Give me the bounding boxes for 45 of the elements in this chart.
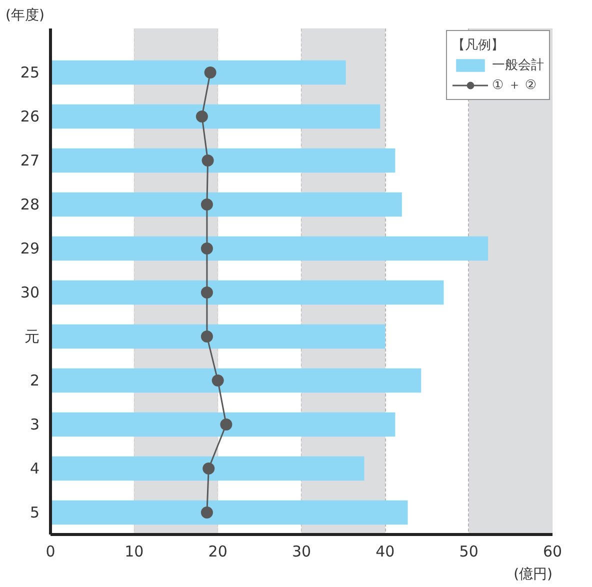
y-tick-label: 元: [24, 328, 40, 346]
point: [200, 198, 213, 210]
y-tick-label: 5: [30, 504, 40, 522]
bar: [50, 500, 408, 525]
y-tick-label: 26: [20, 108, 40, 126]
x-tick-label: 40: [376, 542, 395, 560]
point: [196, 110, 208, 122]
point: [204, 66, 216, 78]
bar: [50, 104, 380, 129]
y-tick-label: 30: [20, 284, 40, 302]
bar: [50, 280, 444, 305]
point: [212, 374, 224, 386]
point: [202, 462, 215, 474]
bar: [50, 192, 402, 217]
x-tick-label: 10: [124, 542, 144, 560]
bar: [50, 236, 488, 261]
y-axis-title: (年度): [6, 8, 44, 24]
x-tick-label: 0: [46, 542, 56, 560]
x-tick-label: 60: [542, 542, 562, 560]
x-tick-label: 50: [459, 542, 478, 560]
x-tick-label: 20: [208, 542, 228, 560]
point: [200, 506, 213, 518]
bar: [50, 412, 396, 437]
y-tick-label: 25: [20, 64, 40, 82]
bar: [50, 324, 386, 349]
bar: [50, 456, 364, 481]
y-tick-label: 27: [20, 152, 40, 170]
y-tick-label: 28: [20, 196, 40, 214]
point: [200, 242, 213, 254]
legend-title: 【凡例】: [452, 37, 505, 54]
y-tick-label: 4: [30, 460, 40, 478]
y-tick-label: 3: [30, 416, 40, 434]
legend-label: ① ＋ ②: [492, 77, 537, 94]
bar: [50, 60, 346, 85]
y-tick-label: 2: [30, 372, 40, 390]
bar: [50, 148, 396, 173]
y-tick-label: 29: [20, 240, 40, 258]
point: [200, 286, 213, 298]
legend-label: 一般会計: [492, 57, 544, 74]
bar: [50, 368, 422, 393]
point: [200, 330, 213, 342]
x-axis-title: (億円): [514, 566, 553, 582]
point: [220, 418, 232, 430]
point: [202, 154, 214, 166]
x-tick-label: 30: [292, 542, 312, 560]
